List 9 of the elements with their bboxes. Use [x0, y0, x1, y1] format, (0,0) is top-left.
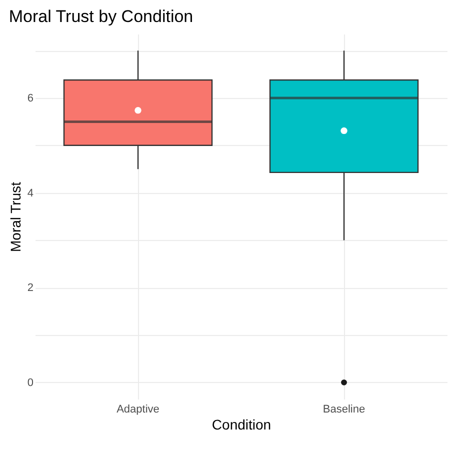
- x-axis-title: Condition: [212, 416, 272, 432]
- y-tick-label: 6: [27, 92, 34, 104]
- y-tick-label: 0: [27, 376, 34, 389]
- x-tick-label: Baseline: [322, 404, 366, 416]
- y-axis-title: Moral Trust: [7, 182, 24, 252]
- chart-title: Moral Trust by Condition: [8, 7, 194, 26]
- y-tick-label: 2: [27, 282, 34, 294]
- x-tick-label: Adaptive: [116, 404, 160, 416]
- y-tick-label: 4: [27, 187, 34, 200]
